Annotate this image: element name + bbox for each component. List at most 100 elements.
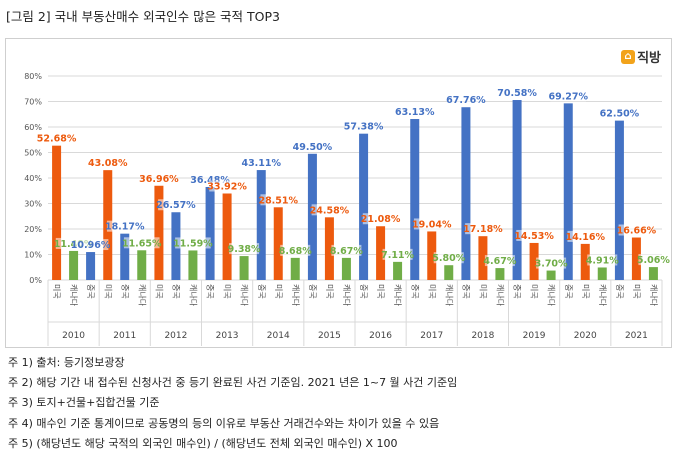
x-category-label: 2015: [318, 331, 341, 341]
bar-미국-2015: [324, 217, 334, 280]
bar-chart: 0% 10% 20% 30% 40% 50% 60% 70% 80% 미국 캐나다 중국 2010 미국 중…: [24, 72, 670, 346]
data-label-중국-2018: 67.76%: [446, 95, 486, 106]
bar-캐나다-2021: [648, 267, 658, 280]
x-series-label: 캐나다: [69, 284, 78, 307]
bar-캐나다-2011: [137, 250, 147, 280]
data-label-미국-2016: 21.08%: [361, 214, 401, 225]
data-label-미국-2012: 36.96%: [139, 174, 179, 185]
x-series-label: 미국: [325, 284, 334, 299]
x-series-label: 캐나다: [598, 284, 607, 307]
data-label-중국-2011: 18.17%: [105, 222, 145, 233]
x-category-label: 2017: [420, 331, 443, 341]
data-label-bg: [192, 173, 228, 185]
bar-캐나다-2013: [239, 256, 249, 280]
data-label-중국-2016: 57.38%: [344, 122, 384, 133]
x-category-label: 2019: [523, 331, 546, 341]
data-label-중국-2014: 43.11%: [241, 158, 281, 169]
x-series-label: 미국: [223, 284, 232, 299]
data-label-bg: [638, 254, 669, 266]
data-label-캐나다-2015: 8.67%: [330, 246, 363, 257]
x-series-label: 미국: [274, 284, 283, 299]
footnotes: 주 1) 출처: 등기정보광장 주 2) 해당 기간 내 접수된 신청사건 중 …: [8, 353, 457, 454]
x-series-label: 중국: [564, 284, 573, 299]
footnote-2: 주 2) 해당 기간 내 접수된 신청사건 중 등기 완료된 사건 기준임. 2…: [8, 376, 458, 390]
x-series-label: 캐나다: [137, 284, 146, 307]
x-series-label: 중국: [308, 284, 317, 299]
data-label-bg: [123, 237, 160, 249]
data-label-캐나다-2021: 5.06%: [637, 255, 670, 266]
x-series-label: 중국: [359, 284, 368, 299]
data-label-bg: [260, 194, 297, 206]
bar-미국-2013: [222, 193, 232, 280]
bar-중국-2016: [359, 133, 369, 280]
x-series-label: 캐나다: [291, 284, 300, 307]
x-series-label: 중국: [86, 284, 95, 299]
x-series-label: 미국: [154, 284, 163, 299]
bar-캐나다-2016: [393, 261, 403, 280]
data-label-bg: [413, 218, 450, 230]
x-series-label: 캐나다: [342, 284, 351, 307]
bar-미국-2018: [478, 236, 488, 280]
data-label-bg: [294, 140, 331, 152]
bar-중국-2013: [205, 186, 215, 280]
data-label-bg: [331, 244, 362, 256]
x-series-label: 미국: [376, 284, 385, 299]
x-series-label: 미국: [52, 284, 61, 299]
x-series-label: 미국: [478, 284, 487, 299]
data-label-미국-2019: 14.53%: [514, 231, 554, 242]
x-category-label: 2018: [471, 331, 494, 341]
data-label-bg: [89, 157, 126, 169]
data-label-bg: [516, 229, 552, 241]
y-tick-label: 50%: [24, 149, 42, 158]
data-label-중국-2017: 63.13%: [395, 107, 435, 118]
bar-캐나다-2018: [495, 268, 505, 280]
x-category-label: 2013: [216, 331, 239, 341]
bar-미국-2019: [529, 242, 539, 280]
y-tick-label: 20%: [24, 225, 42, 234]
y-tick-label: 40%: [24, 174, 42, 183]
data-label-bg: [465, 223, 501, 235]
x-category-label: 2016: [369, 331, 392, 341]
footnote-3: 주 3) 토지+건물+집합건물 기준: [8, 396, 160, 410]
data-label-bg: [567, 230, 604, 242]
data-label-미국-2018: 17.18%: [463, 224, 503, 235]
data-label-bg: [448, 94, 484, 106]
data-label-bg: [345, 120, 382, 132]
data-label-bg: [141, 172, 177, 184]
x-series-label: 미국: [427, 284, 436, 299]
x-series-label: 캐나다: [547, 284, 556, 307]
data-label-bg: [38, 132, 75, 144]
data-label-bg: [229, 243, 260, 255]
data-label-캐나다-2013: 9.38%: [228, 244, 261, 255]
data-label-bg: [484, 255, 515, 267]
x-series-label: 중국: [257, 284, 266, 299]
x-category-label: 2021: [625, 331, 648, 341]
footnote-4: 주 4) 매수인 기준 통계이므로 공동명의 등의 이유로 부동산 거래건수와는…: [8, 416, 440, 430]
data-label-중국-2019: 70.58%: [497, 88, 537, 99]
data-label-미국-2020: 14.16%: [565, 232, 605, 243]
y-tick-label: 80%: [24, 72, 42, 81]
bar-캐나다-2015: [341, 257, 351, 280]
data-label-캐나다-2017: 5.80%: [432, 253, 465, 264]
y-tick-label: 10%: [24, 251, 42, 260]
x-series-label: 미국: [530, 284, 539, 299]
data-label-캐나다-2016: 7.11%: [381, 250, 414, 261]
data-label-bg: [382, 248, 413, 260]
x-series-label: 미국: [103, 284, 112, 299]
bar-중국-2020: [563, 103, 573, 280]
data-label-bg: [175, 237, 211, 249]
x-series-label: 캐나다: [444, 284, 453, 307]
data-label-bg: [499, 87, 535, 99]
data-label-bg: [311, 204, 348, 216]
data-label-중국-2010: 10.96%: [71, 240, 111, 251]
chart-frame: 0% 10% 20% 30% 40% 50% 60% 70% 80% 미국 캐나다 중국 2010 미국 중…: [5, 38, 672, 348]
bar-캐나다-2014: [290, 257, 300, 280]
x-series-label: 캐나다: [188, 284, 197, 307]
bar-미국-2017: [427, 231, 437, 280]
footnote-5: 주 5) (해당년도 해당 국적의 외국인 매수인) / (해당년도 전체 외국…: [8, 436, 398, 450]
data-label-미국-2014: 28.51%: [258, 195, 298, 206]
data-label-미국-2010: 52.68%: [37, 134, 77, 145]
data-label-bg: [587, 254, 618, 266]
bar-캐나다-2020: [597, 267, 607, 280]
data-label-캐나다-2014: 8.68%: [279, 246, 312, 257]
